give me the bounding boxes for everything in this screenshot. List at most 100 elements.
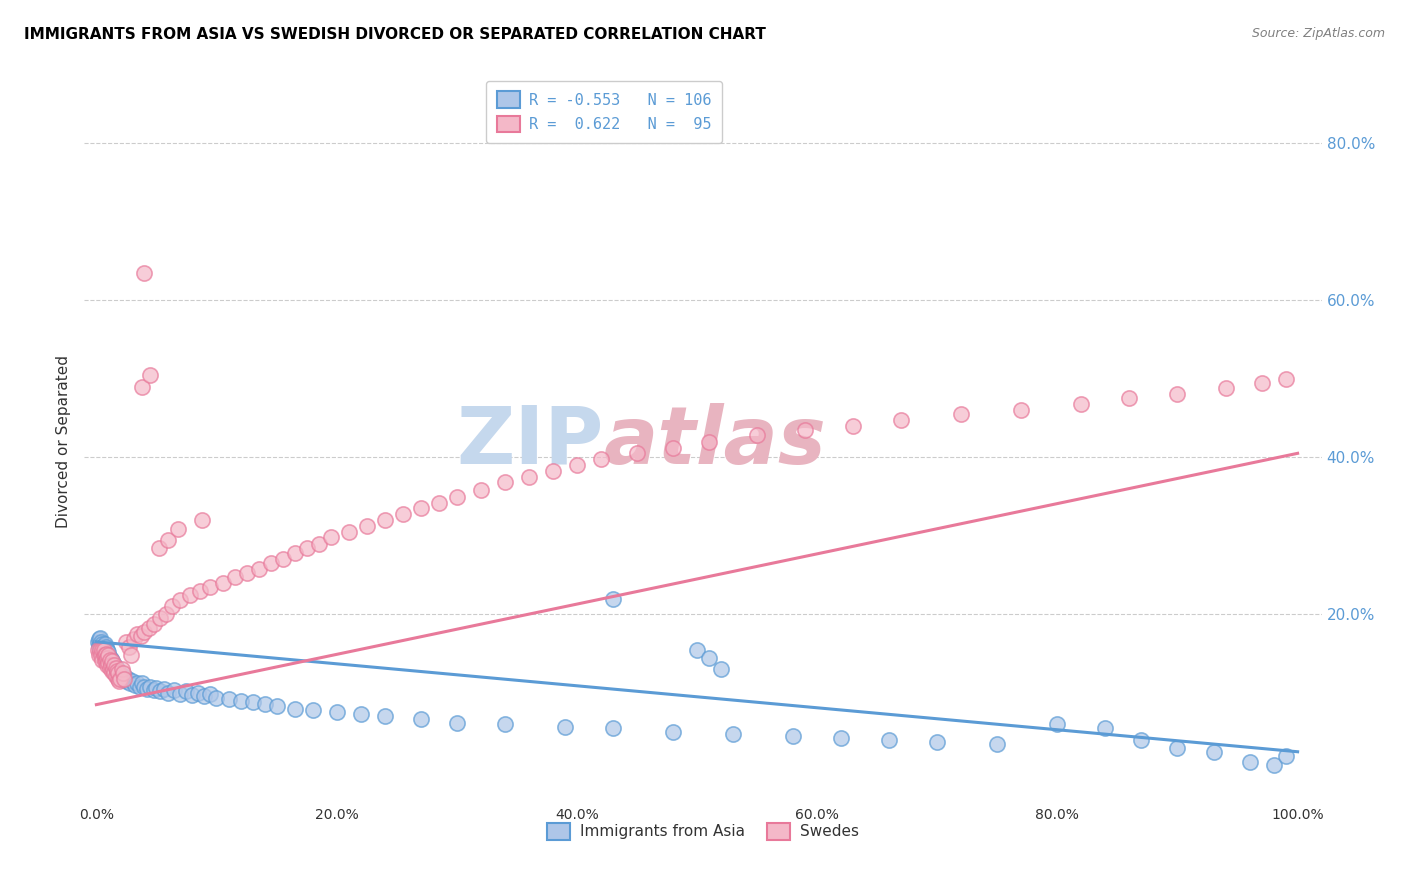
- Point: [782, 729, 804, 743]
- Point: [554, 720, 576, 734]
- Point: [121, 674, 143, 689]
- Point: [97, 648, 120, 662]
- Point: [91, 642, 114, 657]
- Point: [90, 648, 112, 662]
- Point: [1166, 387, 1188, 401]
- Point: [118, 640, 141, 655]
- Point: [100, 658, 122, 673]
- Point: [1202, 745, 1225, 759]
- Point: [446, 490, 468, 504]
- Point: [143, 616, 166, 631]
- Point: [110, 662, 132, 676]
- Point: [103, 658, 125, 673]
- Point: [139, 680, 162, 694]
- Point: [176, 684, 198, 698]
- Point: [139, 368, 162, 382]
- Point: [602, 591, 624, 606]
- Point: [129, 629, 152, 643]
- Point: [107, 670, 129, 684]
- Point: [950, 407, 973, 421]
- Point: [124, 678, 146, 692]
- Point: [877, 733, 900, 747]
- Y-axis label: Divorced or Separated: Divorced or Separated: [56, 355, 72, 528]
- Point: [409, 501, 432, 516]
- Point: [1263, 758, 1285, 772]
- Point: [155, 607, 177, 622]
- Point: [134, 624, 156, 639]
- Point: [200, 580, 222, 594]
- Point: [89, 642, 111, 657]
- Point: [87, 632, 110, 647]
- Point: [1166, 740, 1188, 755]
- Point: [271, 552, 294, 566]
- Point: [284, 701, 307, 715]
- Point: [93, 639, 115, 653]
- Point: [842, 418, 865, 433]
- Point: [259, 556, 281, 570]
- Point: [163, 683, 186, 698]
- Point: [107, 672, 129, 686]
- Point: [110, 672, 132, 686]
- Point: [111, 666, 134, 681]
- Point: [470, 483, 492, 498]
- Point: [107, 664, 129, 678]
- Point: [94, 655, 117, 669]
- Point: [115, 635, 138, 649]
- Point: [104, 666, 127, 681]
- Point: [104, 668, 127, 682]
- Point: [446, 715, 468, 730]
- Point: [374, 709, 396, 723]
- Legend: Immigrants from Asia, Swedes: Immigrants from Asia, Swedes: [541, 817, 865, 846]
- Point: [350, 707, 373, 722]
- Point: [160, 599, 183, 614]
- Point: [96, 658, 118, 673]
- Point: [111, 668, 134, 682]
- Point: [89, 631, 111, 645]
- Point: [100, 652, 122, 666]
- Point: [710, 662, 733, 676]
- Point: [110, 672, 132, 686]
- Point: [104, 660, 127, 674]
- Point: [986, 737, 1008, 751]
- Point: [118, 676, 141, 690]
- Point: [602, 721, 624, 735]
- Text: ZIP: ZIP: [457, 402, 605, 481]
- Point: [662, 441, 685, 455]
- Point: [103, 662, 125, 676]
- Text: IMMIGRANTS FROM ASIA VS SWEDISH DIVORCED OR SEPARATED CORRELATION CHART: IMMIGRANTS FROM ASIA VS SWEDISH DIVORCED…: [24, 27, 766, 42]
- Point: [138, 622, 160, 636]
- Point: [205, 690, 228, 705]
- Point: [103, 656, 125, 670]
- Text: atlas: atlas: [605, 402, 827, 481]
- Point: [105, 662, 128, 676]
- Point: [87, 639, 110, 653]
- Point: [295, 541, 318, 555]
- Point: [193, 689, 215, 703]
- Point: [745, 428, 768, 442]
- Point: [98, 661, 121, 675]
- Point: [229, 694, 252, 708]
- Point: [117, 672, 139, 686]
- Point: [103, 664, 125, 678]
- Point: [128, 680, 150, 694]
- Point: [253, 697, 276, 711]
- Point: [169, 593, 191, 607]
- Point: [374, 513, 396, 527]
- Point: [356, 519, 378, 533]
- Point: [97, 652, 120, 666]
- Point: [1094, 721, 1116, 735]
- Point: [127, 627, 149, 641]
- Point: [662, 725, 685, 739]
- Point: [143, 683, 166, 698]
- Point: [94, 647, 117, 661]
- Point: [494, 717, 516, 731]
- Point: [97, 645, 120, 659]
- Point: [96, 642, 118, 657]
- Point: [131, 676, 153, 690]
- Point: [91, 637, 114, 651]
- Point: [90, 640, 112, 655]
- Point: [114, 670, 136, 684]
- Point: [134, 680, 156, 694]
- Point: [721, 727, 744, 741]
- Point: [1250, 376, 1272, 390]
